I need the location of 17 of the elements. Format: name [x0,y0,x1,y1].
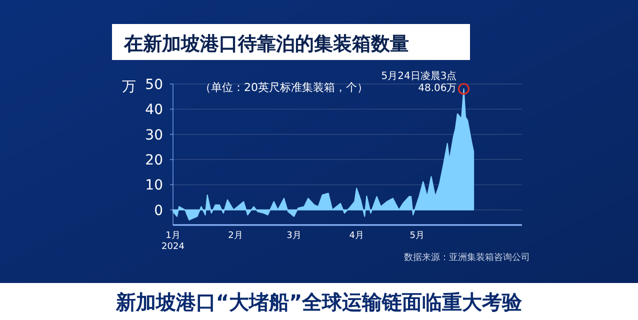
y-tick-label: 40 [145,102,163,118]
annotation: 5月24日凌晨3点 48.06万 [381,70,457,94]
x-tick-label: 5月 [410,231,424,241]
x-tick-label: 4月 [349,231,364,241]
x-tick-label: 1月 2024 [162,231,185,252]
chart-subtitle: （单位：20英尺标准集装箱，个） [200,81,368,94]
y-tick-label: 30 [145,127,163,144]
y-tick-label: 20 [145,152,163,168]
text: 新加坡港口“大堵船”全球运输链面临重大考验 [114,290,524,314]
y-tick-label: 10 [145,178,163,194]
y-axis-title: 万 [122,79,136,95]
y-tick-label: 0 [154,202,163,219]
y-tick-label: 50 [145,76,163,93]
chart-title: 在新加坡港口待靠泊的集装箱数量 [123,33,409,55]
x-tick-label: 3月 [286,231,302,241]
x-tick-label: 2月 [228,231,243,241]
source-note: 数据来源：亚洲集装箱咨询公司 [404,252,530,263]
